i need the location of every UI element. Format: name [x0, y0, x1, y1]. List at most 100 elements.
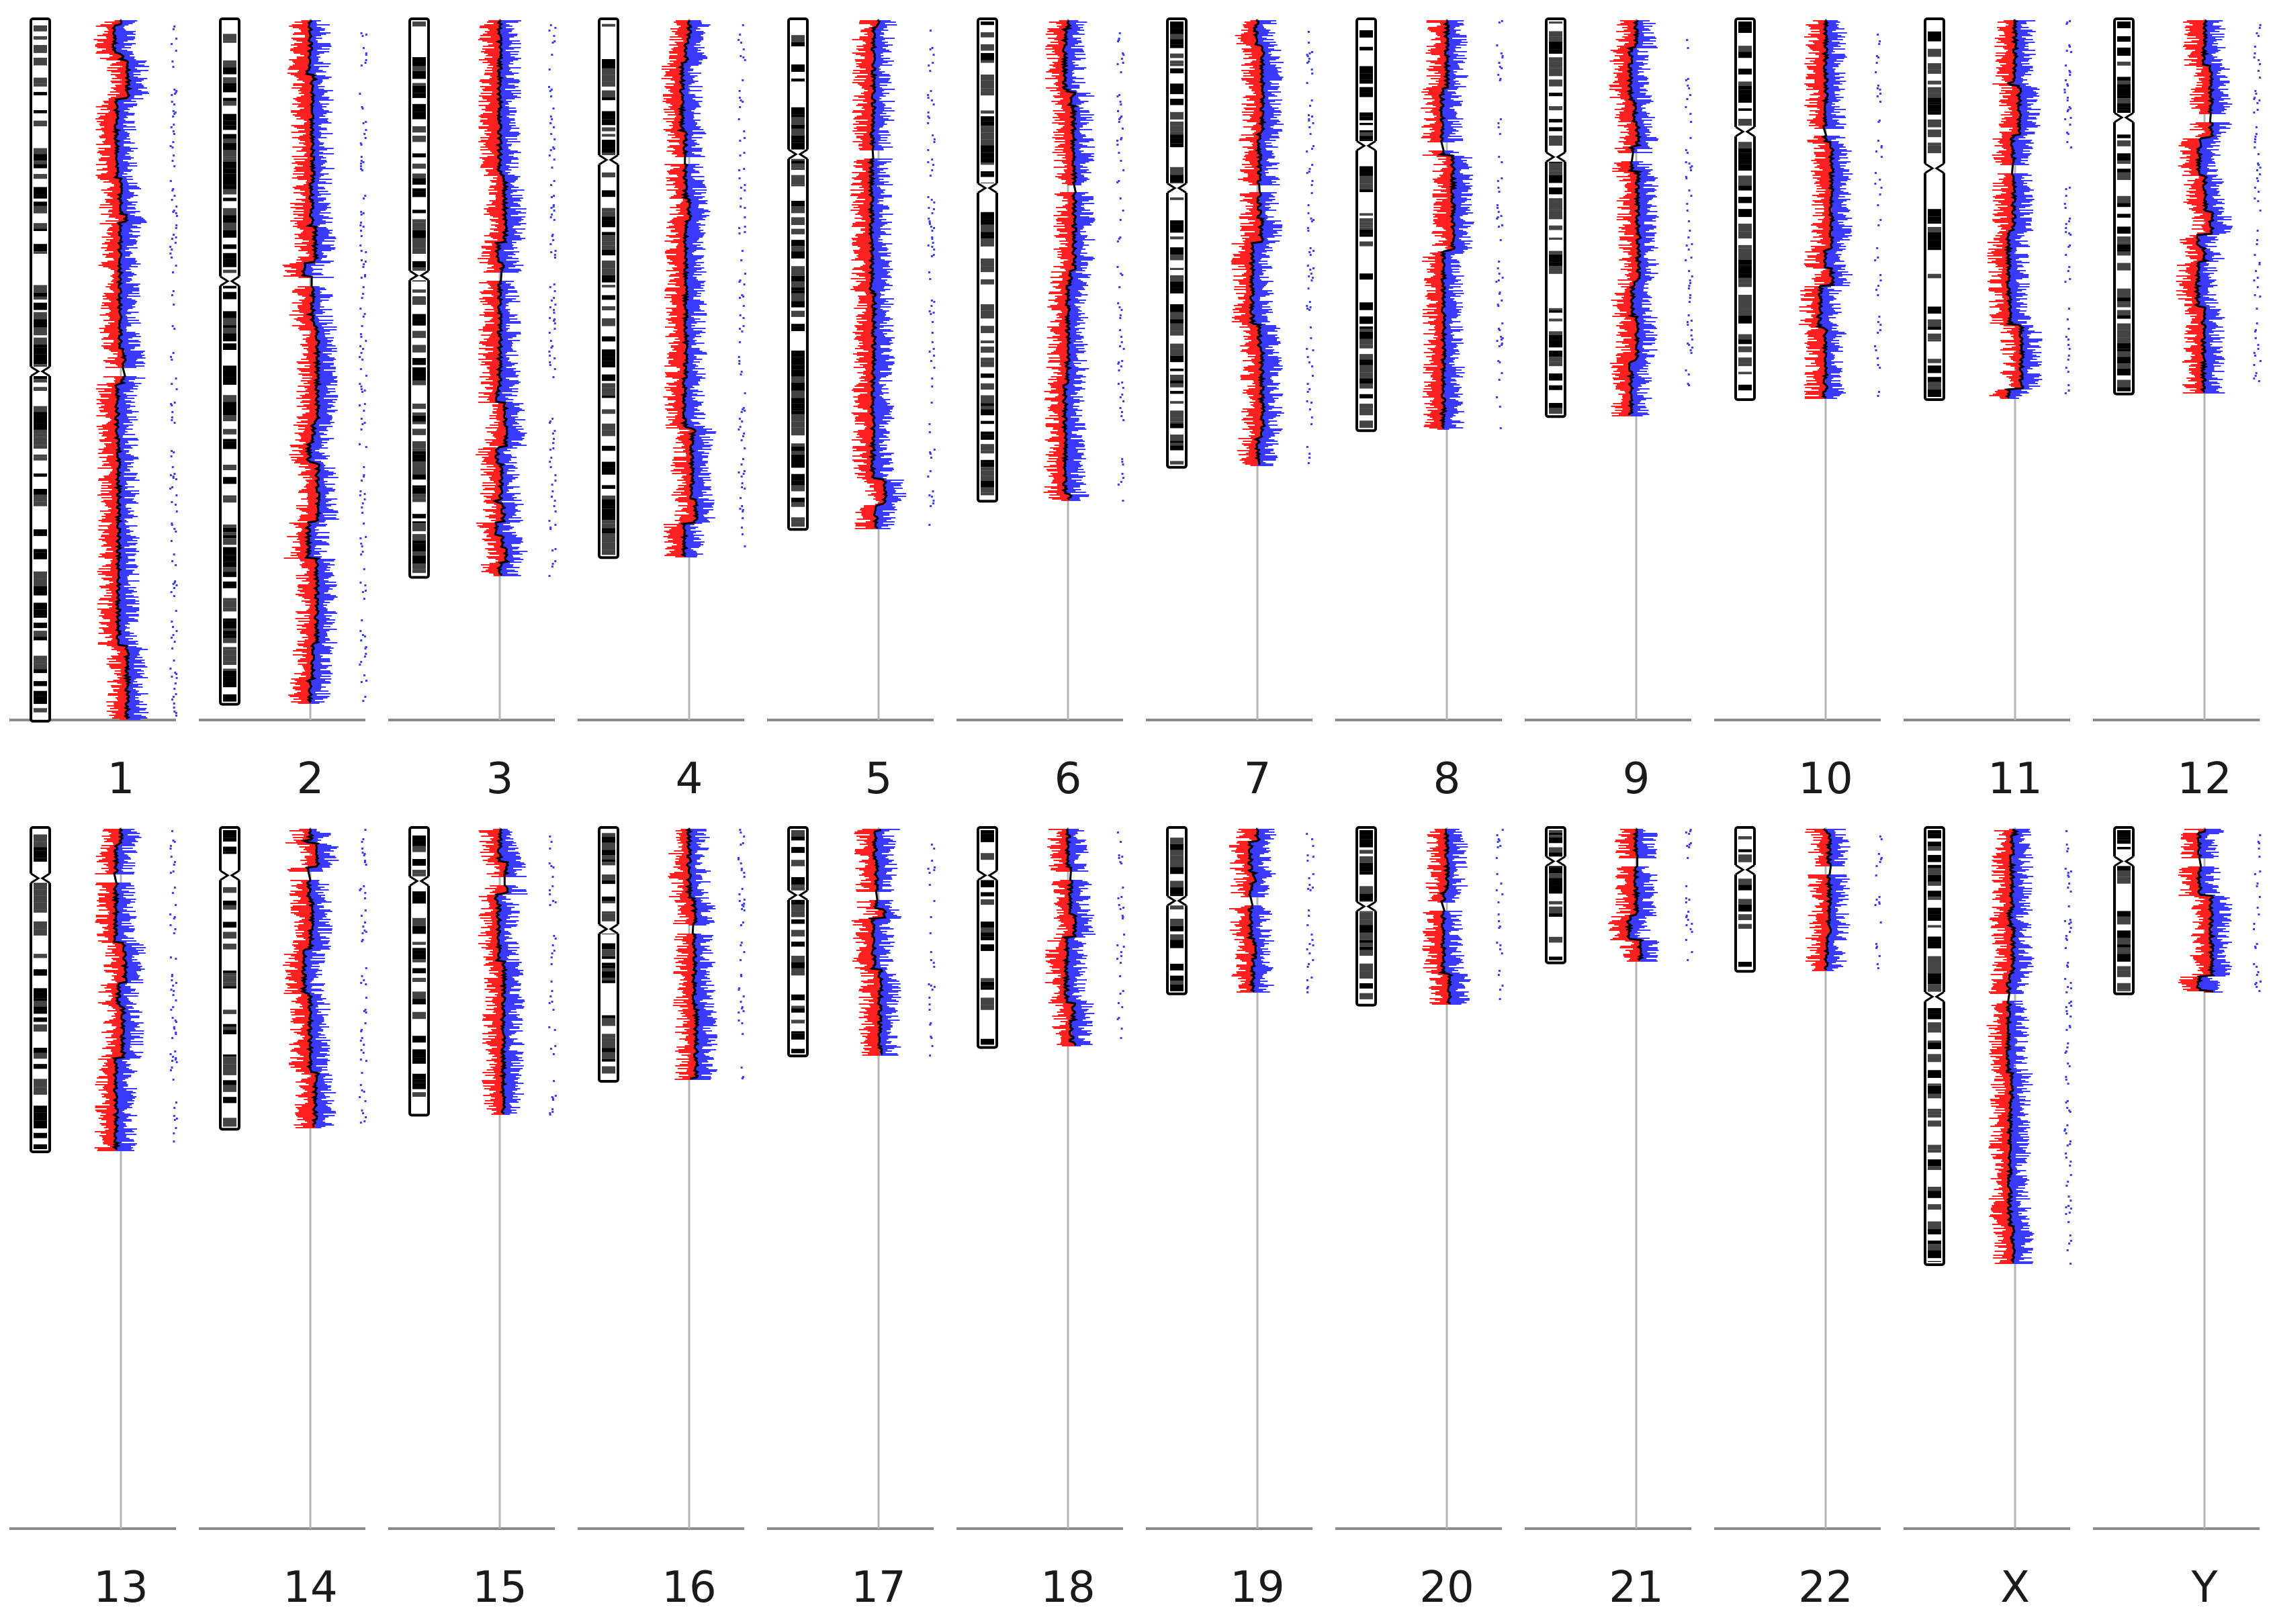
gain-probes	[308, 536, 329, 537]
loss-probes	[305, 324, 313, 325]
loss-probes	[304, 642, 317, 643]
gain-probes	[312, 293, 320, 294]
loss-probes	[290, 220, 312, 222]
gain-probes	[114, 32, 134, 34]
loss-probes	[491, 224, 505, 226]
gain-probes	[871, 270, 887, 271]
loss-probes	[856, 126, 874, 128]
gain-probes	[312, 660, 330, 661]
outlier-probe	[742, 510, 744, 512]
gain-probes	[127, 711, 140, 712]
gain-probes	[684, 383, 699, 384]
gain-probes	[120, 283, 140, 285]
gain-probes	[499, 304, 506, 305]
gain-probes	[312, 85, 318, 86]
gain-probes	[117, 442, 129, 443]
gain-probes	[120, 249, 129, 250]
outlier-probe	[929, 70, 932, 72]
loss-probes	[867, 90, 874, 91]
loss-probes	[308, 352, 318, 353]
ideogram-band	[791, 114, 805, 118]
loss-probes	[666, 227, 686, 228]
outlier-probe	[173, 582, 176, 584]
loss-probes	[675, 192, 686, 193]
loss-probes	[95, 44, 115, 46]
outlier-probe	[170, 356, 173, 358]
loss-probes	[855, 214, 872, 215]
outlier-probe	[361, 512, 364, 514]
loss-probes	[297, 164, 313, 165]
gain-probes	[116, 146, 130, 148]
gain-probes	[317, 388, 336, 390]
loss-probes	[483, 290, 500, 291]
outlier-probe	[551, 484, 553, 486]
gain-probes	[312, 646, 331, 647]
outlier-probe	[172, 66, 175, 68]
loss-probes	[114, 647, 128, 649]
outlier-probe	[930, 313, 932, 315]
loss-probes	[489, 553, 506, 555]
gain-probes	[317, 492, 329, 493]
gain-probes	[124, 361, 144, 363]
gain-probes	[500, 99, 506, 101]
loss-probes	[109, 635, 119, 637]
gain-probes	[309, 692, 316, 693]
loss-probes	[679, 286, 686, 287]
gain-probes	[500, 54, 519, 55]
gain-probes	[120, 312, 139, 313]
outlier-probe	[175, 227, 177, 229]
loss-probes	[669, 173, 686, 175]
gain-probes	[308, 539, 315, 540]
ideogram-band	[34, 529, 47, 537]
outlier-probe	[927, 161, 930, 163]
loss-probes	[299, 142, 313, 144]
gain-probes	[500, 105, 506, 106]
gain-probes	[873, 128, 880, 129]
loss-probes	[852, 177, 872, 179]
loss-probes	[296, 150, 313, 152]
gain-probes	[317, 509, 334, 510]
gain-probes	[685, 262, 705, 263]
ideogram-band	[791, 117, 805, 125]
loss-probes	[111, 281, 120, 282]
outlier-probe	[551, 549, 554, 551]
loss-probes	[108, 430, 118, 431]
gain-probes	[871, 189, 886, 191]
loss-probes	[488, 172, 500, 173]
ideogram-band	[602, 445, 615, 451]
outlier-probe	[173, 641, 176, 643]
gain-probes	[500, 63, 514, 64]
gain-probes	[504, 227, 513, 228]
loss-probes	[862, 324, 874, 325]
loss-probes	[103, 476, 119, 477]
gain-probes	[315, 259, 321, 261]
gain-probes	[506, 548, 519, 549]
outlier-probe	[169, 488, 172, 490]
gain-probes	[312, 324, 327, 325]
ideogram-band	[34, 25, 47, 32]
loss-probes	[860, 55, 874, 56]
loss-probes	[105, 445, 118, 446]
gain-probes	[873, 89, 895, 90]
gain-probes	[685, 244, 701, 246]
loss-probes	[306, 481, 318, 482]
loss-probes	[676, 59, 686, 60]
gain-probes	[871, 254, 887, 255]
loss-probes	[664, 531, 685, 532]
gain-probes	[317, 470, 329, 471]
outlier-probe	[360, 681, 363, 683]
loss-probes	[283, 275, 304, 277]
loss-probes	[864, 58, 874, 59]
gain-probes	[500, 86, 519, 87]
loss-probes	[310, 619, 317, 621]
gain-probes	[685, 301, 705, 302]
gain-probes	[503, 508, 516, 509]
loss-probes	[303, 646, 313, 647]
loss-probes	[97, 121, 117, 122]
gain-probes	[685, 234, 705, 235]
loss-probes	[299, 309, 313, 310]
loss-probes	[103, 343, 120, 344]
outlier-probe	[551, 566, 553, 568]
outlier-probe	[548, 332, 551, 334]
outlier-probe	[363, 493, 366, 495]
